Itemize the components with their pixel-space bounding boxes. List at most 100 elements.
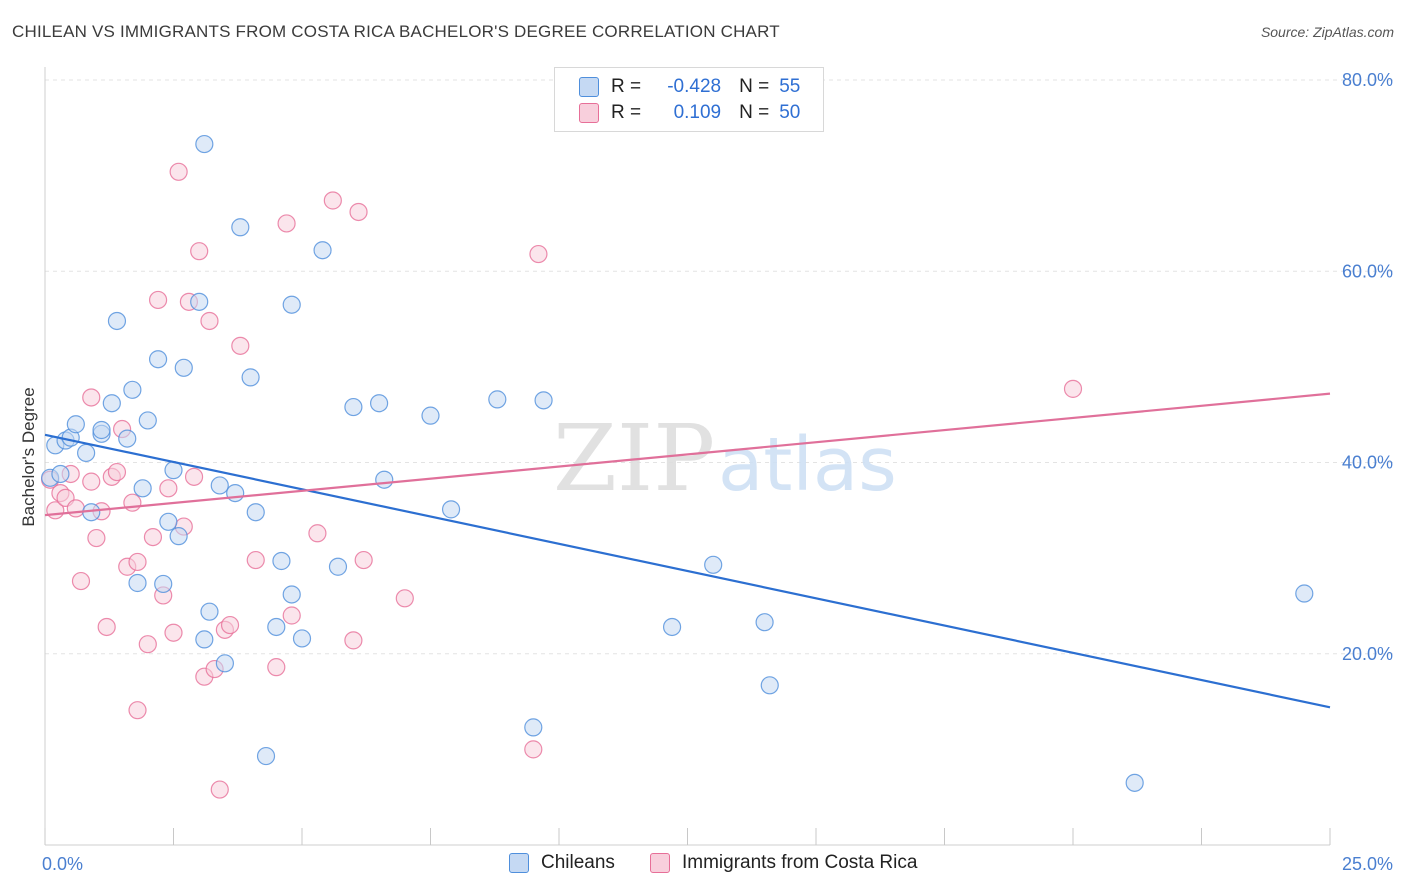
point-costa-rica <box>323 191 342 210</box>
point-chileans <box>292 629 312 648</box>
point-chileans <box>313 241 332 260</box>
point-costa-rica <box>184 467 204 486</box>
point-chileans <box>195 134 214 154</box>
point-costa-rica <box>246 550 265 570</box>
point-chileans <box>92 420 111 440</box>
point-costa-rica <box>169 162 188 181</box>
point-chileans <box>138 411 157 430</box>
bottom-legend-swatch-blue <box>509 853 529 873</box>
chart-title: CHILEAN VS IMMIGRANTS FROM COSTA RICA BA… <box>12 22 780 41</box>
bottom-legend: Chileans Immigrants from Costa Rica <box>0 852 1406 878</box>
point-chileans <box>246 503 265 522</box>
legend-swatch-pink <box>579 103 599 123</box>
y-tick-label: 40.0% <box>1342 453 1393 473</box>
point-chileans <box>267 617 286 637</box>
point-chileans <box>1125 773 1144 792</box>
bottom-legend-swatch-pink <box>650 853 670 873</box>
point-costa-rica <box>138 635 157 654</box>
point-chileans <box>241 368 260 387</box>
point-chileans <box>421 406 440 425</box>
point-chileans <box>133 479 152 498</box>
point-chileans <box>488 390 507 409</box>
point-chileans <box>760 676 779 695</box>
y-axis-label: Bachelor's Degree <box>19 387 38 526</box>
legend-r-label: R = <box>611 76 642 97</box>
legend-r-value: 0.109 <box>673 102 722 123</box>
bottom-legend-label: Immigrants from Costa Rica <box>682 852 918 873</box>
bottom-legend-chileans: Chileans <box>509 852 615 874</box>
point-costa-rica <box>220 615 240 635</box>
point-chileans <box>375 470 394 489</box>
y-tick-label: 60.0% <box>1342 261 1393 281</box>
point-chileans <box>231 218 250 237</box>
point-chileans <box>226 484 245 503</box>
point-chileans <box>272 551 291 571</box>
point-chileans <box>159 512 178 531</box>
point-costa-rica <box>524 740 543 759</box>
legend-n-value: 55 <box>779 76 801 97</box>
point-chileans <box>662 617 682 637</box>
point-chileans <box>123 380 142 399</box>
point-costa-rica <box>128 701 147 720</box>
legend-n-label: N = <box>739 102 770 123</box>
point-costa-rica <box>395 589 414 608</box>
point-chileans <box>200 602 219 621</box>
legend: R = -0.428 N = 55 R = 0.109 N = 50 <box>554 67 824 132</box>
legend-swatch-blue <box>579 77 599 97</box>
point-chileans <box>328 557 348 576</box>
point-costa-rica <box>529 244 548 264</box>
point-chileans <box>66 415 85 434</box>
x-tick-label: 0.0% <box>42 854 83 874</box>
legend-n-label: N = <box>739 76 770 97</box>
point-chileans <box>195 630 214 649</box>
point-chileans <box>534 391 553 410</box>
point-chileans <box>174 358 193 377</box>
point-costa-rica <box>1063 379 1083 398</box>
point-costa-rica <box>344 631 363 650</box>
series-costa-rica-points <box>41 162 1083 799</box>
point-chileans <box>148 350 168 369</box>
point-costa-rica <box>267 658 286 677</box>
legend-n-value: 50 <box>779 102 801 123</box>
watermark-atlas: atlas <box>718 422 897 508</box>
point-costa-rica <box>164 623 183 642</box>
trend-lines <box>44 392 1331 709</box>
point-chileans <box>128 573 147 593</box>
point-costa-rica <box>71 571 91 591</box>
point-chileans <box>210 476 229 495</box>
point-costa-rica <box>159 479 178 498</box>
point-chileans <box>282 295 301 314</box>
point-costa-rica <box>97 617 116 637</box>
point-chileans <box>344 397 363 417</box>
point-chileans <box>282 585 301 604</box>
bottom-legend-label: Chileans <box>541 852 615 873</box>
point-costa-rica <box>87 528 106 548</box>
watermark: ZIP atlas <box>553 405 897 512</box>
point-chileans <box>77 443 96 463</box>
point-costa-rica <box>308 524 327 543</box>
trend-line-chileans <box>44 433 1331 709</box>
point-costa-rica <box>277 214 296 233</box>
point-costa-rica <box>200 311 219 331</box>
point-costa-rica <box>123 493 142 512</box>
point-chileans <box>118 429 137 448</box>
source-label: Source: ZipAtlas.com <box>1260 24 1394 40</box>
y-tick-label: 80.0% <box>1342 70 1393 90</box>
tick-labels: 20.0% 40.0% 60.0% 80.0% 0.0% 25.0% <box>42 70 1393 874</box>
point-chileans <box>51 464 70 484</box>
point-chileans <box>1295 584 1314 603</box>
point-chileans <box>370 394 389 413</box>
legend-row-chileans: R = -0.428 N = 55 <box>579 75 800 99</box>
point-chileans <box>107 311 127 331</box>
legend-r-label: R = <box>611 102 642 123</box>
point-chileans <box>190 292 209 311</box>
point-costa-rica <box>128 552 147 572</box>
bottom-legend-costa-rica: Immigrants from Costa Rica <box>650 852 917 874</box>
point-costa-rica <box>148 290 168 310</box>
point-chileans <box>256 746 276 766</box>
point-chileans <box>441 500 461 519</box>
point-costa-rica <box>82 388 101 407</box>
y-tick-label: 20.0% <box>1342 644 1393 664</box>
point-costa-rica <box>66 499 85 518</box>
point-costa-rica <box>354 550 373 570</box>
